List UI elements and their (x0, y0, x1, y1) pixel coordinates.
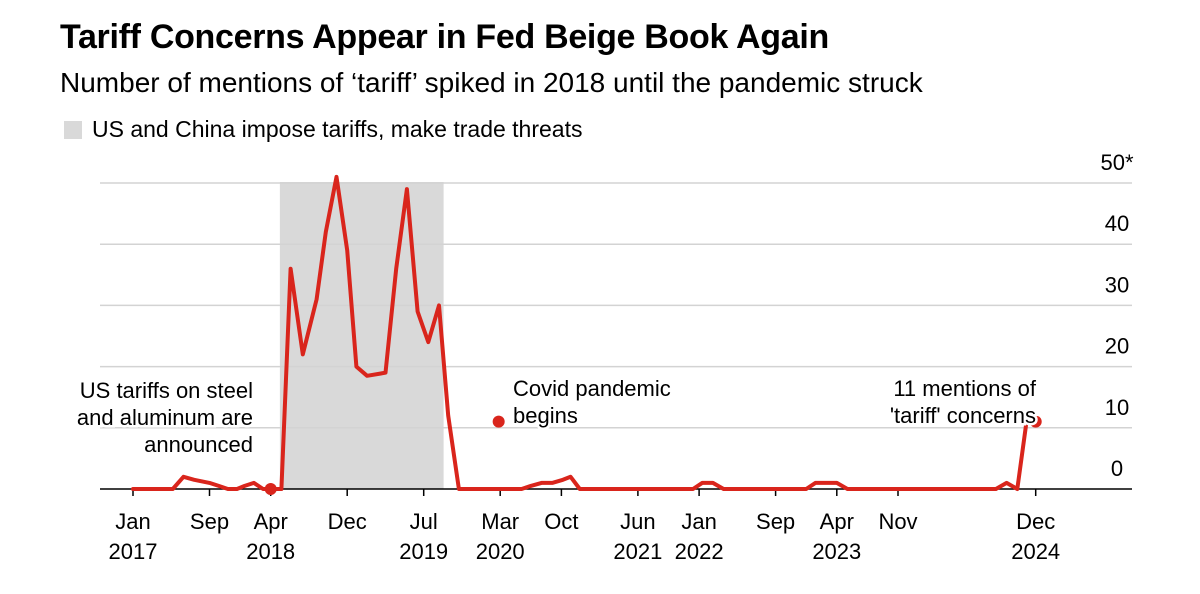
annotation-line: Covid pandemic (513, 376, 671, 401)
x-tick-label: Jan (681, 509, 716, 534)
annotation-line: begins (513, 403, 578, 428)
x-tick-year-label: 2019 (399, 539, 448, 564)
x-tick-year-label: 2022 (675, 539, 724, 564)
x-tick-label: Jun (620, 509, 655, 534)
x-tick-label: Apr (254, 509, 288, 534)
x-tick-label: Oct (544, 509, 578, 534)
legend-swatch (64, 120, 82, 139)
x-tick-year-label: 2024 (1011, 539, 1060, 564)
event-marker (1029, 415, 1042, 428)
series-line (131, 174, 1038, 491)
x-tick-label: Sep (756, 509, 795, 534)
x-tick-label: Apr (820, 509, 854, 534)
annotation-line: and aluminum are (77, 405, 253, 430)
x-tick-year-label: 2021 (613, 539, 662, 564)
x-tick-label: Jul (410, 509, 438, 534)
x-tick-label: Mar (481, 509, 519, 534)
y-tick-label: 20 (1105, 334, 1129, 359)
x-tick-label: Dec (328, 509, 367, 534)
y-tick-label: 10 (1105, 395, 1129, 420)
x-tick-label: Sep (190, 509, 229, 534)
event-marker (492, 415, 505, 428)
x-tick-year-label: 2018 (246, 539, 295, 564)
legend-label: US and China impose tariffs, make trade … (92, 116, 583, 142)
shaded-period (279, 182, 444, 489)
y-tick-label: 30 (1105, 272, 1129, 297)
y-tick-label: 0 (1111, 456, 1123, 481)
annotation-line: US tariffs on steel (80, 378, 253, 403)
x-tick-label: Nov (878, 509, 917, 534)
x-tick-year-label: 2023 (812, 539, 861, 564)
chart-subtitle: Number of mentions of ‘tariff’ spiked in… (60, 67, 923, 98)
annotation-line: 'tariff' concerns (890, 403, 1036, 428)
annotation-line: announced (144, 432, 253, 457)
annotation-line: 11 mentions of (893, 376, 1037, 401)
x-tick-label: Jan (115, 509, 150, 534)
x-tick-year-label: 2017 (109, 539, 158, 564)
x-tick-label: Dec (1016, 509, 1055, 534)
chart-title: Tariff Concerns Appear in Fed Beige Book… (60, 18, 829, 56)
legend: US and China impose tariffs, make trade … (60, 116, 582, 143)
x-tick-year-label: 2020 (476, 539, 525, 564)
y-tick-label: 50* (1100, 150, 1133, 175)
y-tick-label: 40 (1105, 211, 1129, 236)
event-marker (264, 483, 277, 495)
